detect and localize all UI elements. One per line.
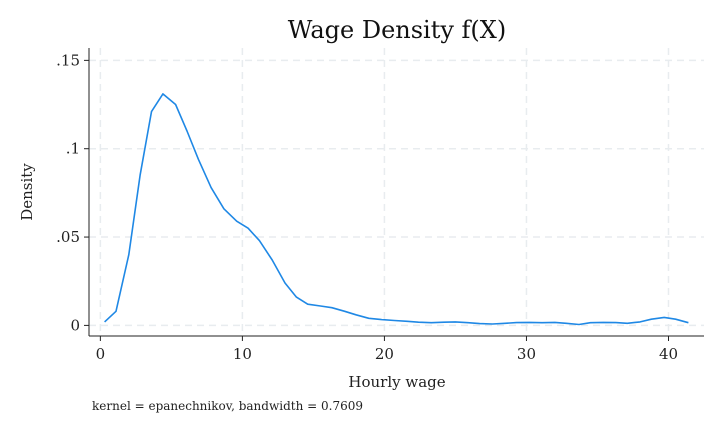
x-tick-label: 0 <box>96 345 106 363</box>
grid-lines <box>89 48 704 336</box>
chart-title: Wage Density f(X) <box>288 16 507 44</box>
x-tick-label: 20 <box>375 345 394 363</box>
x-tick-label: 10 <box>233 345 252 363</box>
y-tick-label: .05 <box>56 228 80 246</box>
y-tick-label: .15 <box>56 51 80 69</box>
x-tick-label: 30 <box>517 345 536 363</box>
y-axis-label: Density <box>18 163 36 221</box>
kernel-note: kernel = epanechnikov, bandwidth = 0.760… <box>92 399 363 413</box>
density-line <box>104 93 689 326</box>
y-tick-label: .1 <box>66 140 80 158</box>
x-tick-label: 40 <box>659 345 678 363</box>
plot-area <box>104 93 689 326</box>
x-ticks: 0 10 20 30 40 <box>96 336 678 363</box>
x-axis-label: Hourly wage <box>348 373 445 391</box>
y-ticks: 0 .05 .1 .15 <box>56 51 89 334</box>
y-tick-label: 0 <box>70 316 80 334</box>
